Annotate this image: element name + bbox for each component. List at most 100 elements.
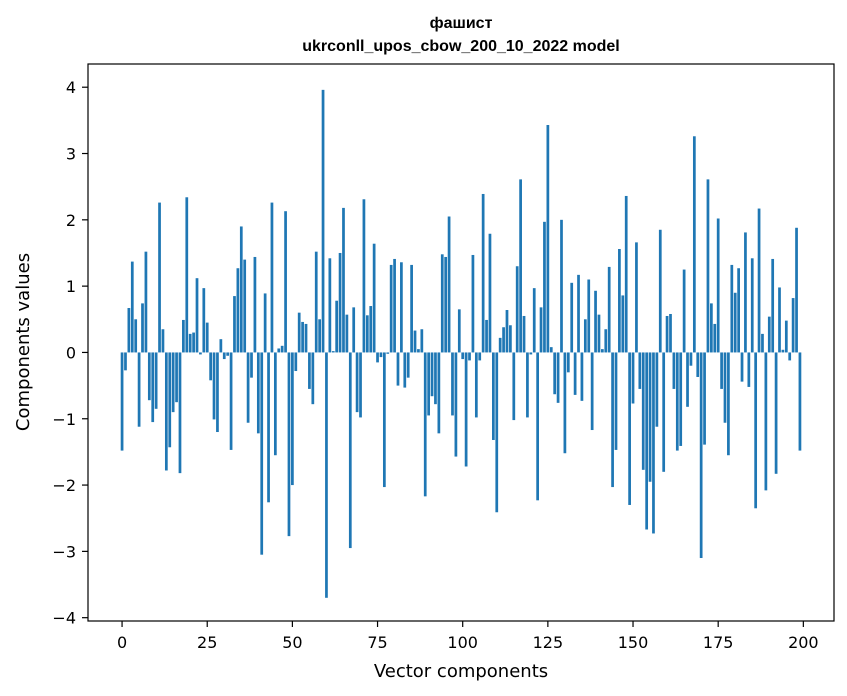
- bar: [655, 352, 659, 427]
- x-axis-label: Vector components: [374, 661, 548, 682]
- bar: [321, 89, 325, 353]
- bar: [594, 290, 597, 353]
- bar: [277, 348, 281, 353]
- bar: [270, 202, 274, 353]
- bar: [185, 197, 189, 353]
- bar: [120, 352, 124, 451]
- bar: [219, 339, 223, 353]
- bar: [199, 352, 202, 355]
- bar: [526, 352, 529, 418]
- y-axis-ticks: −4 −3 −2 −1 0 1 2 3 4: [52, 78, 88, 628]
- bar: [379, 352, 383, 358]
- bar: [447, 216, 451, 353]
- bar: [130, 261, 134, 353]
- bar: [267, 352, 270, 503]
- bar: [304, 323, 308, 353]
- bar: [359, 352, 362, 418]
- bar: [645, 352, 649, 530]
- bar: [239, 226, 243, 353]
- bar: [539, 307, 543, 353]
- bar: [648, 352, 652, 482]
- bar: [229, 352, 233, 450]
- bar: [464, 352, 468, 467]
- bar: [134, 319, 138, 353]
- bar: [396, 352, 400, 386]
- bar: [158, 202, 161, 353]
- bar: [778, 287, 781, 353]
- bar: [457, 309, 461, 353]
- bar: [686, 352, 689, 407]
- y-tick-label: 2: [66, 211, 76, 230]
- bar: [393, 258, 396, 353]
- bar: [682, 269, 686, 353]
- bar: [590, 352, 594, 431]
- bar: [420, 329, 424, 353]
- x-tick-label: 175: [703, 633, 734, 652]
- bar: [311, 352, 315, 405]
- bar: [747, 352, 751, 387]
- bar: [161, 329, 165, 353]
- chart-subtitle: ukrconll_upos_cbow_200_10_2022 model: [302, 38, 619, 55]
- bar: [345, 314, 349, 353]
- bar: [188, 333, 192, 353]
- bar: [440, 254, 444, 353]
- bar: [515, 266, 519, 353]
- bar: [348, 352, 352, 549]
- bar: [583, 319, 587, 353]
- bar: [723, 352, 727, 423]
- bar: [256, 352, 260, 434]
- bar: [761, 333, 764, 353]
- x-tick-label: 125: [533, 633, 564, 652]
- x-tick-label: 100: [447, 633, 478, 652]
- bar: [784, 320, 788, 353]
- bar: [556, 352, 560, 403]
- bar: [601, 349, 604, 353]
- bar: [284, 211, 287, 353]
- bar: [662, 352, 666, 472]
- bar: [151, 352, 155, 423]
- bar: [137, 352, 141, 427]
- x-tick-label: 25: [197, 633, 217, 652]
- bar: [263, 293, 267, 353]
- bar: [546, 125, 550, 353]
- bar: [253, 256, 257, 353]
- x-axis-ticks: 0 25 50 75 100 125 150 175 200: [117, 621, 819, 652]
- bar: [529, 352, 533, 355]
- bar: [144, 251, 148, 353]
- bar: [543, 221, 546, 353]
- bar: [376, 352, 379, 363]
- bar: [338, 252, 342, 353]
- bar: [365, 315, 369, 353]
- bar: [727, 352, 730, 456]
- bar: [352, 307, 356, 353]
- bar: [382, 352, 386, 488]
- bar: [471, 254, 475, 353]
- bar: [400, 262, 403, 353]
- bar: [362, 199, 366, 353]
- bar: [767, 316, 771, 353]
- bar: [202, 288, 206, 353]
- bar: [618, 249, 621, 353]
- bar: [519, 179, 522, 353]
- x-tick-label: 0: [117, 633, 127, 652]
- bar: [587, 279, 591, 353]
- bar: [665, 315, 669, 353]
- bar: [273, 352, 277, 456]
- bar: [209, 352, 212, 381]
- bar: [716, 218, 720, 353]
- bar: [328, 258, 332, 353]
- bar: [355, 352, 359, 413]
- bar: [205, 322, 209, 353]
- bar: [757, 208, 761, 353]
- bar: [771, 258, 775, 353]
- bar: [597, 314, 601, 353]
- y-axis-label: Components values: [13, 253, 34, 431]
- bar: [638, 352, 642, 389]
- bar: [413, 330, 417, 353]
- bar: [495, 352, 499, 513]
- bar: [635, 242, 638, 353]
- bar: [675, 352, 679, 451]
- bar: [492, 352, 495, 440]
- bar: [226, 352, 230, 356]
